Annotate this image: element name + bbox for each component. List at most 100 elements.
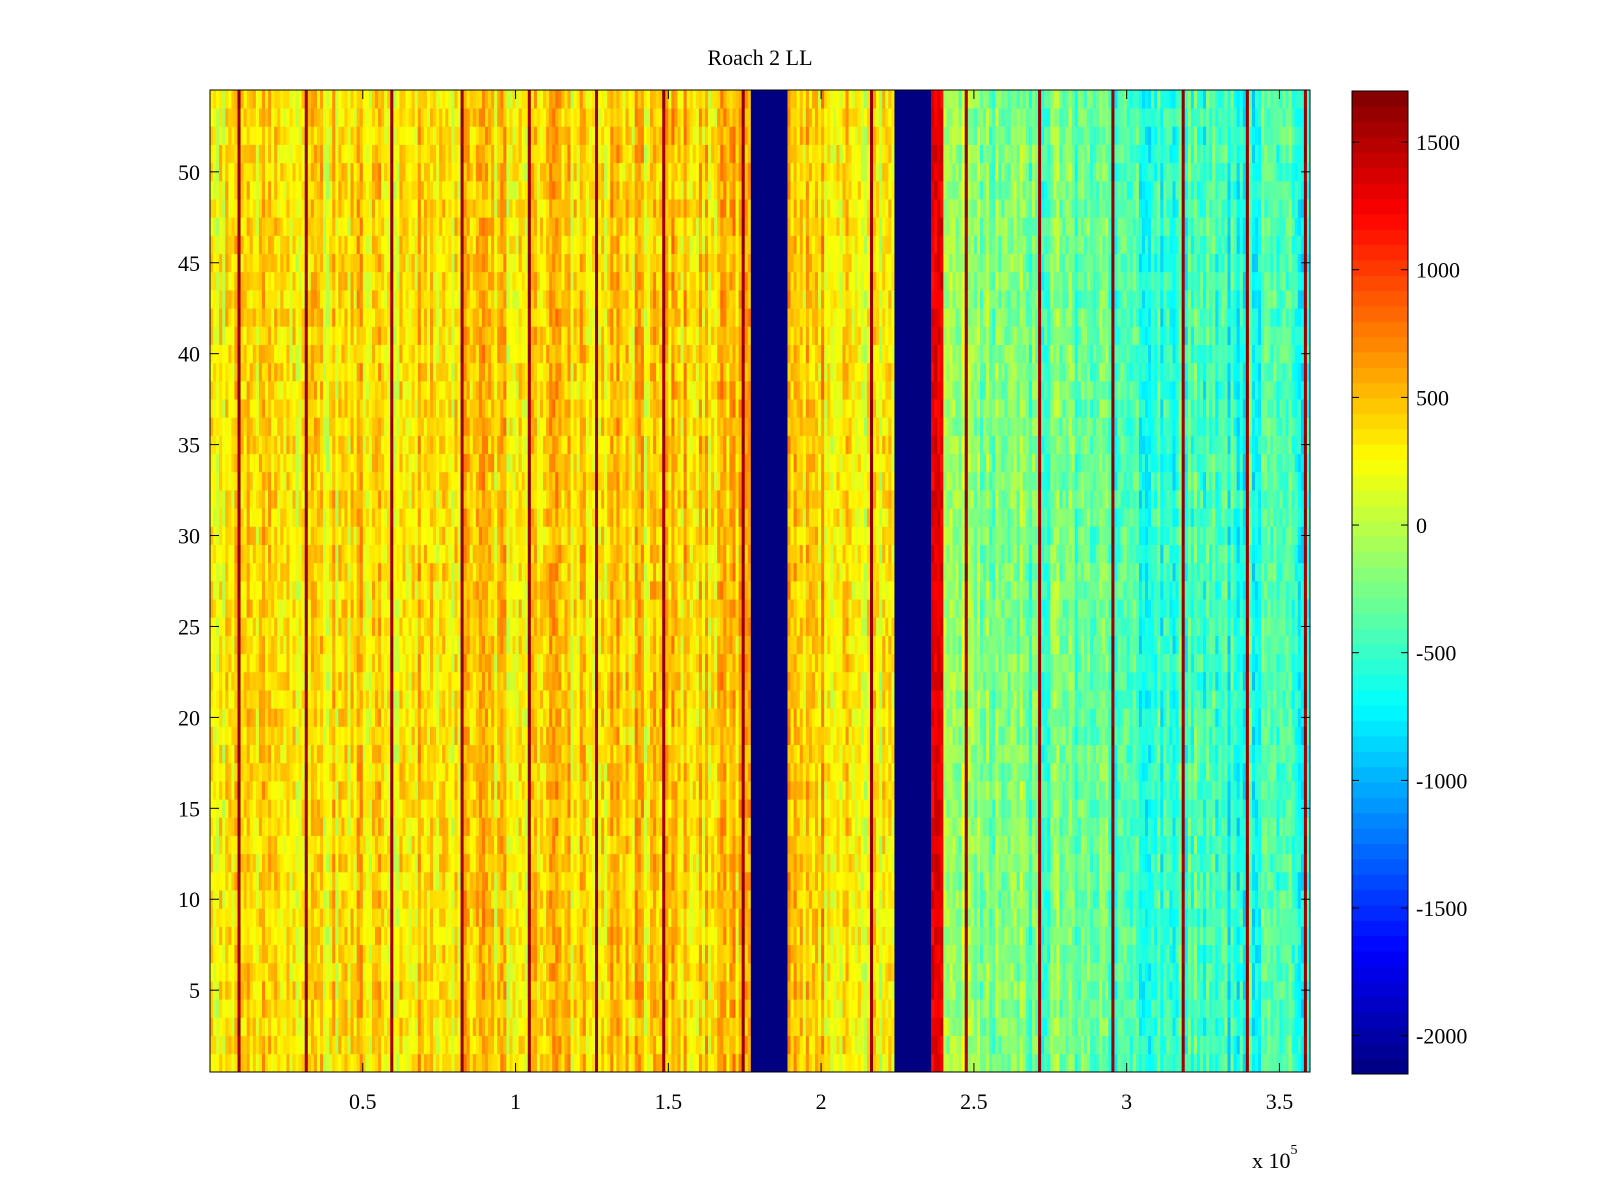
heatmap-cell — [216, 835, 220, 855]
heatmap-cell — [390, 180, 394, 200]
heatmap-cell — [485, 144, 489, 164]
heatmap-cell — [240, 599, 244, 618]
heatmap-cell — [387, 635, 391, 655]
heatmap-cell — [231, 253, 235, 273]
heatmap-cell — [469, 744, 474, 764]
heatmap-cell — [475, 708, 480, 727]
heatmap-cell — [454, 981, 458, 1000]
heatmap-cell — [261, 162, 266, 182]
heatmap-cell — [335, 562, 339, 582]
heatmap-cell — [329, 708, 333, 727]
heatmap-cell — [411, 490, 416, 509]
heatmap-cell — [283, 617, 287, 636]
heatmap-cell — [338, 399, 342, 418]
heatmap-cell — [478, 1017, 483, 1036]
heatmap-cell — [417, 180, 422, 200]
heatmap-cell — [225, 108, 229, 127]
heatmap-cell — [283, 653, 287, 673]
heatmap-cell — [399, 1035, 403, 1055]
heatmap-cell — [341, 380, 345, 400]
heatmap-cell — [387, 671, 391, 691]
heatmap-cell — [289, 344, 293, 364]
heatmap-cell — [323, 253, 327, 273]
heatmap-cell — [341, 126, 345, 145]
heatmap-cell — [338, 653, 342, 673]
heatmap-cell — [375, 1053, 379, 1073]
heatmap-cell — [485, 1035, 489, 1055]
heatmap-cell — [402, 526, 406, 545]
heatmap-cell — [448, 544, 452, 564]
heatmap-cell — [237, 544, 241, 564]
heatmap-cell — [439, 362, 443, 382]
heatmap-cell — [255, 999, 260, 1018]
heatmap-cell — [448, 981, 452, 1000]
heatmap-cell — [320, 1017, 324, 1036]
heatmap-cell — [246, 453, 251, 473]
heatmap-cell — [485, 344, 489, 364]
heatmap-cell — [393, 90, 397, 109]
heatmap-cell — [393, 344, 397, 364]
heatmap-cell — [292, 726, 296, 746]
heatmap-cell — [344, 690, 348, 709]
heatmap-cell — [249, 781, 254, 800]
heatmap-cell — [408, 744, 413, 764]
heatmap-cell — [457, 671, 461, 691]
heatmap-cell — [371, 635, 376, 655]
heatmap-cell — [362, 999, 367, 1018]
heatmap-cell — [252, 217, 257, 236]
heatmap-cell — [286, 453, 290, 473]
heatmap-cell — [252, 1035, 257, 1055]
heatmap-cell — [387, 690, 391, 709]
heatmap-cell — [286, 762, 290, 782]
heatmap-cell — [420, 1035, 425, 1055]
heatmap-cell — [307, 162, 312, 182]
heatmap-cell — [448, 817, 452, 836]
heatmap-cell — [371, 835, 376, 855]
heatmap-cell — [460, 799, 464, 818]
heatmap-cell — [228, 162, 232, 182]
heatmap-cell — [298, 544, 303, 564]
heatmap-cell — [426, 399, 431, 418]
heatmap-cell — [353, 799, 358, 818]
heatmap-cell — [390, 908, 394, 927]
heatmap-cell — [399, 617, 403, 636]
heatmap-cell — [488, 199, 492, 218]
heatmap-cell — [356, 853, 361, 873]
heatmap-cell — [436, 235, 440, 255]
heatmap-cell — [365, 1017, 370, 1036]
heatmap-cell — [246, 471, 251, 491]
heatmap-cell — [255, 1035, 260, 1055]
heatmap-cell — [326, 781, 330, 800]
heatmap-cell — [320, 781, 324, 800]
heatmap-cell — [359, 326, 364, 345]
heatmap-cell — [378, 526, 382, 545]
heatmap-cell — [466, 762, 471, 782]
heatmap-cell — [338, 453, 342, 473]
heatmap-cell — [445, 599, 449, 618]
heatmap-cell — [485, 471, 489, 491]
heatmap-cell — [430, 235, 434, 255]
heatmap-cell — [298, 326, 303, 345]
heatmap-cell — [261, 871, 266, 891]
heatmap-cell — [277, 835, 281, 855]
heatmap-cell — [341, 199, 345, 218]
heatmap-cell — [481, 871, 486, 891]
heatmap-cell — [411, 308, 416, 327]
heatmap-cell — [326, 108, 330, 127]
heatmap-cell — [301, 217, 306, 236]
heatmap-cell — [228, 326, 232, 345]
heatmap-cell — [274, 853, 278, 873]
heatmap-cell — [332, 544, 336, 564]
heatmap-cell — [283, 490, 287, 509]
heatmap-cell — [420, 144, 425, 164]
heatmap-cell — [359, 581, 364, 600]
heatmap-cell — [475, 90, 480, 109]
heatmap-cell — [411, 726, 416, 746]
heatmap-cell — [368, 471, 373, 491]
heatmap-cell — [402, 490, 406, 509]
heatmap-cell — [255, 781, 260, 800]
heatmap-cell — [430, 835, 434, 855]
heatmap-cell — [274, 271, 278, 291]
heatmap-cell — [280, 453, 284, 473]
heatmap-cell — [307, 726, 312, 746]
